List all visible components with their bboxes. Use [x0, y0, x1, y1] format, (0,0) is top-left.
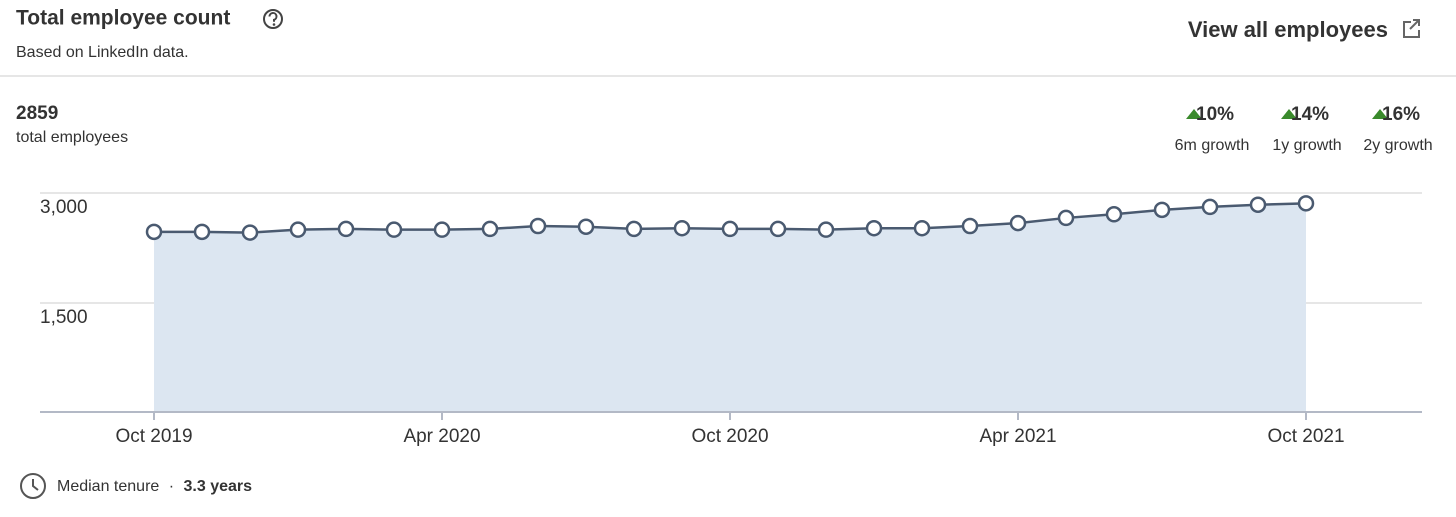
clock-icon: [20, 473, 46, 499]
growth-label: 2y growth: [1363, 137, 1432, 154]
data-point: [337, 220, 355, 238]
x-tick-label: Apr 2020: [403, 426, 480, 447]
external-link-icon[interactable]: [1403, 19, 1420, 38]
growth-arrow: [1186, 109, 1202, 119]
data-point: [1297, 195, 1315, 212]
data-point: [1153, 201, 1171, 219]
data-point: [289, 221, 307, 238]
tenure-label: Median tenure: [57, 478, 159, 495]
data-point: [1249, 196, 1267, 213]
data-point: [529, 217, 547, 235]
data-point: [577, 218, 595, 235]
view-all-link[interactable]: View all employees: [1188, 17, 1388, 42]
area: [154, 203, 1306, 413]
data-point: [673, 219, 691, 237]
data-point: [721, 220, 739, 238]
y-tick-label: 1,500: [40, 307, 88, 328]
data-point: [817, 221, 835, 238]
data-point: [865, 219, 883, 237]
total-count: 2859: [16, 103, 58, 124]
y-tick-label: 3,000: [40, 197, 88, 218]
growth-arrow: [1372, 109, 1388, 119]
x-tick-label: Oct 2020: [691, 426, 768, 447]
data-point: [1057, 209, 1075, 227]
x-tick-label: Apr 2021: [979, 426, 1056, 447]
growth-value: 10%: [1196, 104, 1234, 125]
data-point: [193, 223, 211, 241]
tenure-separator: ·: [169, 478, 174, 495]
data-point: [145, 223, 163, 241]
data-point: [385, 221, 403, 238]
growth-label: 1y growth: [1272, 137, 1341, 154]
growth-value: 16%: [1382, 104, 1420, 125]
help-icon[interactable]: [263, 9, 283, 29]
data-point: [769, 220, 787, 238]
growth-arrow: [1281, 109, 1297, 119]
tenure-value: 3.3 years: [184, 478, 253, 495]
x-tick-label: Oct 2021: [1267, 426, 1344, 447]
card-title: Total employee count: [16, 7, 230, 30]
x-tick-label: Oct 2019: [115, 426, 192, 447]
card-subtitle: Based on LinkedIn data.: [16, 44, 189, 61]
data-point: [481, 220, 499, 238]
growth-value: 14%: [1291, 104, 1329, 125]
data-point: [625, 220, 643, 238]
data-point: [241, 224, 259, 241]
data-point: [961, 217, 979, 235]
data-point: [1105, 206, 1123, 223]
data-point: [1009, 214, 1027, 232]
growth-stats: 10% 6m growth 14% 1y growth 16% 2y growth: [1175, 104, 1433, 154]
data-point: [433, 221, 451, 238]
growth-label: 6m growth: [1175, 137, 1250, 154]
data-point: [913, 219, 931, 237]
chart: 1,500 3,000 Oct 2019 Apr 2020 Oct 2020 Apr 20…: [40, 192, 1422, 447]
total-label: total employees: [16, 129, 128, 146]
data-point: [1201, 198, 1219, 216]
footer: Median tenure · 3.3 years: [57, 478, 252, 495]
